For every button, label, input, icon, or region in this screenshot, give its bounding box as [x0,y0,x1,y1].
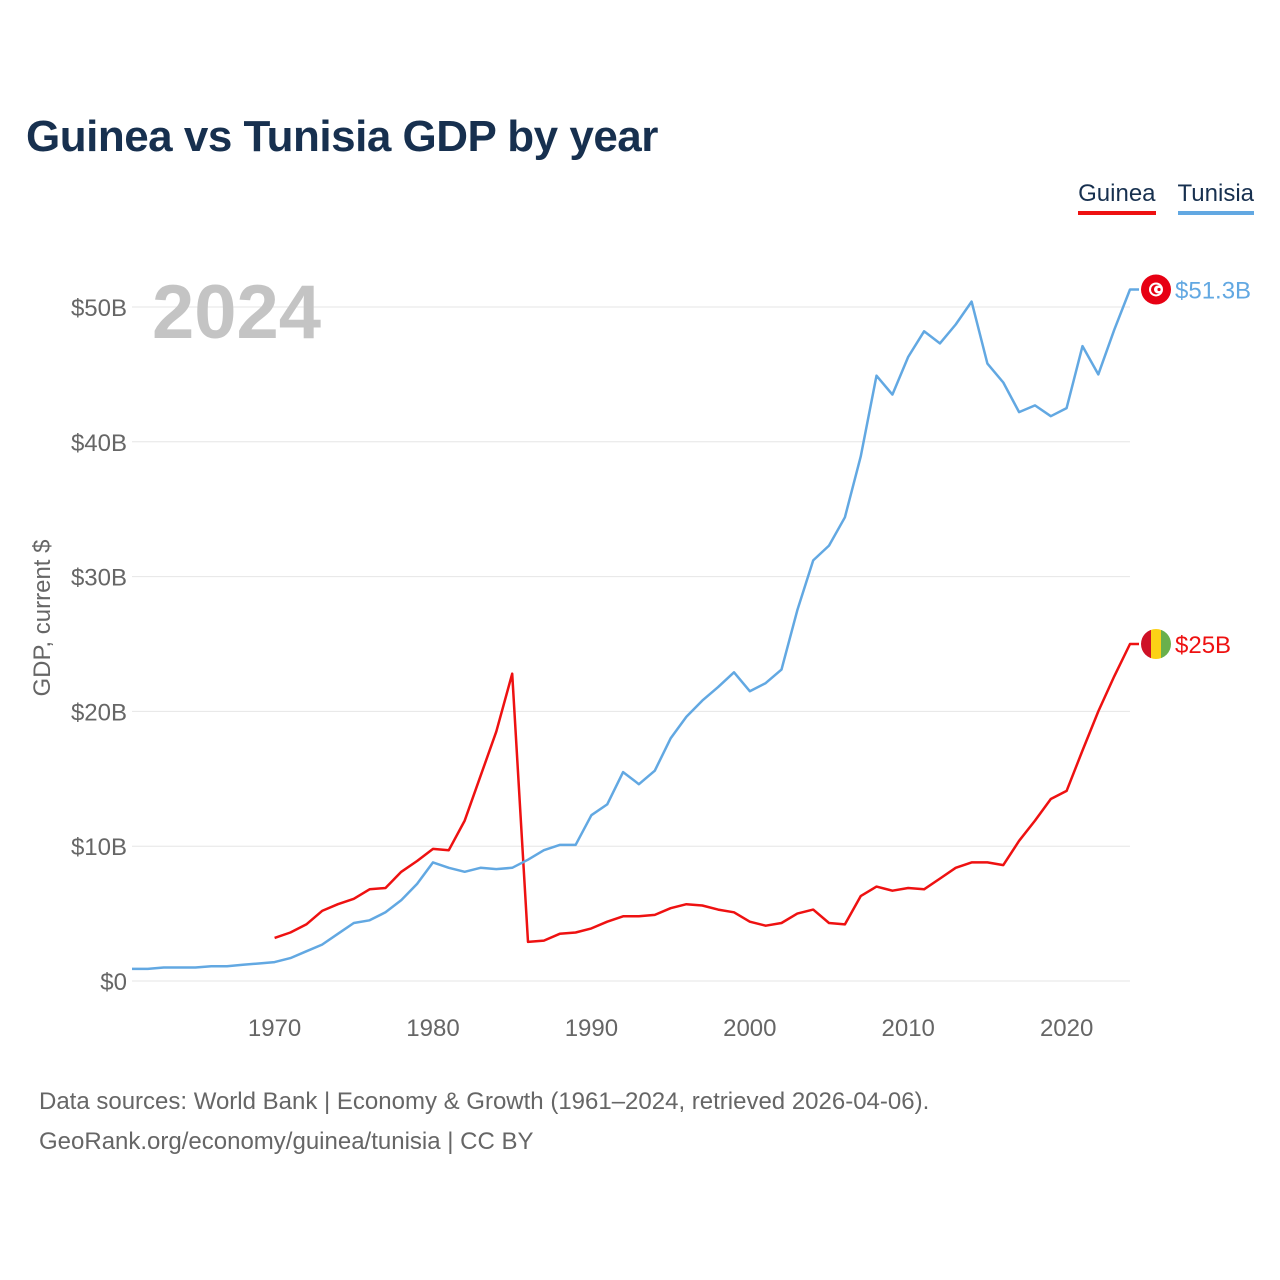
series-end-markers: $25B $51.3B [1141,274,1251,659]
y-tick-label: $30B [71,565,127,592]
series-line-guinea[interactable] [274,642,1139,944]
chart-title: Guinea vs Tunisia GDP by year [26,112,658,161]
source-line-1: Data sources: World Bank | Economy & Gro… [39,1088,930,1115]
end-label-guinea: $25B [1175,632,1231,659]
y-axis-ticks: $0 $10B $20B $30B $40B $50B [71,295,127,996]
legend-item-guinea[interactable]: Guinea [1078,180,1156,215]
end-label-tunisia: $51.3B [1175,277,1251,304]
series-lines [132,288,1139,971]
y-axis-label: GDP, current $ [29,540,56,697]
grid-lines [132,306,1130,982]
year-overlay: 2024 [152,270,321,355]
y-tick-label: $20B [71,699,127,726]
x-tick-label: 2020 [1040,1015,1093,1042]
x-tick-label: 2000 [723,1015,776,1042]
y-tick-label: $50B [71,295,127,322]
gdp-line-chart: $0 $10B $20B $30B $40B $50B 1970 1980 1990 2000 2… [29,270,1251,1042]
guinea-flag-icon [1141,629,1171,659]
y-tick-label: $0 [100,969,127,996]
source-note: Data sources: World Bank | Economy & Gro… [39,1082,929,1162]
legend-item-tunisia[interactable]: Tunisia [1177,180,1254,215]
x-tick-label: 1990 [565,1015,618,1042]
series-line-tunisia[interactable] [132,288,1139,971]
x-tick-label: 2010 [882,1015,935,1042]
legend: Guinea Tunisia [1078,180,1254,215]
x-axis-ticks: 1970 1980 1990 2000 2010 2020 [248,1015,1093,1042]
source-line-2: GeoRank.org/economy/guinea/tunisia | CC … [39,1128,534,1155]
y-tick-label: $10B [71,834,127,861]
x-tick-label: 1970 [248,1015,301,1042]
y-tick-label: $40B [71,430,127,457]
x-tick-label: 1980 [406,1015,459,1042]
tunisia-flag-icon [1141,274,1171,305]
